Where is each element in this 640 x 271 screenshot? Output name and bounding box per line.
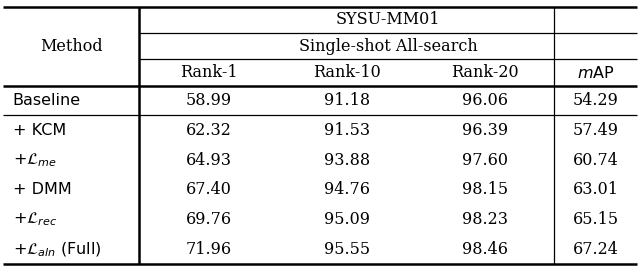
Text: 93.88: 93.88 xyxy=(324,151,370,169)
Text: 54.29: 54.29 xyxy=(573,92,618,109)
Text: $\mathit{m}$AP: $\mathit{m}$AP xyxy=(577,64,614,80)
Text: 65.15: 65.15 xyxy=(573,211,619,228)
Text: 91.18: 91.18 xyxy=(324,92,370,109)
Text: 96.39: 96.39 xyxy=(462,122,508,139)
Text: 57.49: 57.49 xyxy=(573,122,619,139)
Text: $+ \mathcal{L}_{me}$: $+ \mathcal{L}_{me}$ xyxy=(13,151,57,169)
Text: 94.76: 94.76 xyxy=(324,181,370,198)
Text: SYSU-MM01: SYSU-MM01 xyxy=(336,11,440,28)
Text: + DMM: + DMM xyxy=(13,182,72,197)
Text: 69.76: 69.76 xyxy=(186,211,232,228)
Text: 98.46: 98.46 xyxy=(462,241,508,258)
Text: 91.53: 91.53 xyxy=(324,122,370,139)
Text: $+ \mathcal{L}_{rec}$: $+ \mathcal{L}_{rec}$ xyxy=(13,211,57,228)
Text: 67.24: 67.24 xyxy=(573,241,618,258)
Text: Rank-1: Rank-1 xyxy=(180,64,237,81)
Text: 60.74: 60.74 xyxy=(573,151,618,169)
Text: 98.23: 98.23 xyxy=(462,211,508,228)
Text: 62.32: 62.32 xyxy=(186,122,232,139)
Text: 98.15: 98.15 xyxy=(462,181,508,198)
Text: Rank-10: Rank-10 xyxy=(313,64,381,81)
Text: Method: Method xyxy=(40,38,102,55)
Text: 58.99: 58.99 xyxy=(186,92,232,109)
Text: Single-shot All-search: Single-shot All-search xyxy=(299,38,477,55)
Text: Rank-20: Rank-20 xyxy=(451,64,519,81)
Text: $+ \mathcal{L}_{aln}$ (Full): $+ \mathcal{L}_{aln}$ (Full) xyxy=(13,240,101,259)
Text: 64.93: 64.93 xyxy=(186,151,232,169)
Text: Baseline: Baseline xyxy=(13,93,81,108)
Text: 95.55: 95.55 xyxy=(324,241,370,258)
Text: 95.09: 95.09 xyxy=(324,211,370,228)
Text: 63.01: 63.01 xyxy=(573,181,619,198)
Text: 67.40: 67.40 xyxy=(186,181,232,198)
Text: + KCM: + KCM xyxy=(13,123,66,138)
Text: 96.06: 96.06 xyxy=(462,92,508,109)
Text: 71.96: 71.96 xyxy=(186,241,232,258)
Text: 97.60: 97.60 xyxy=(462,151,508,169)
